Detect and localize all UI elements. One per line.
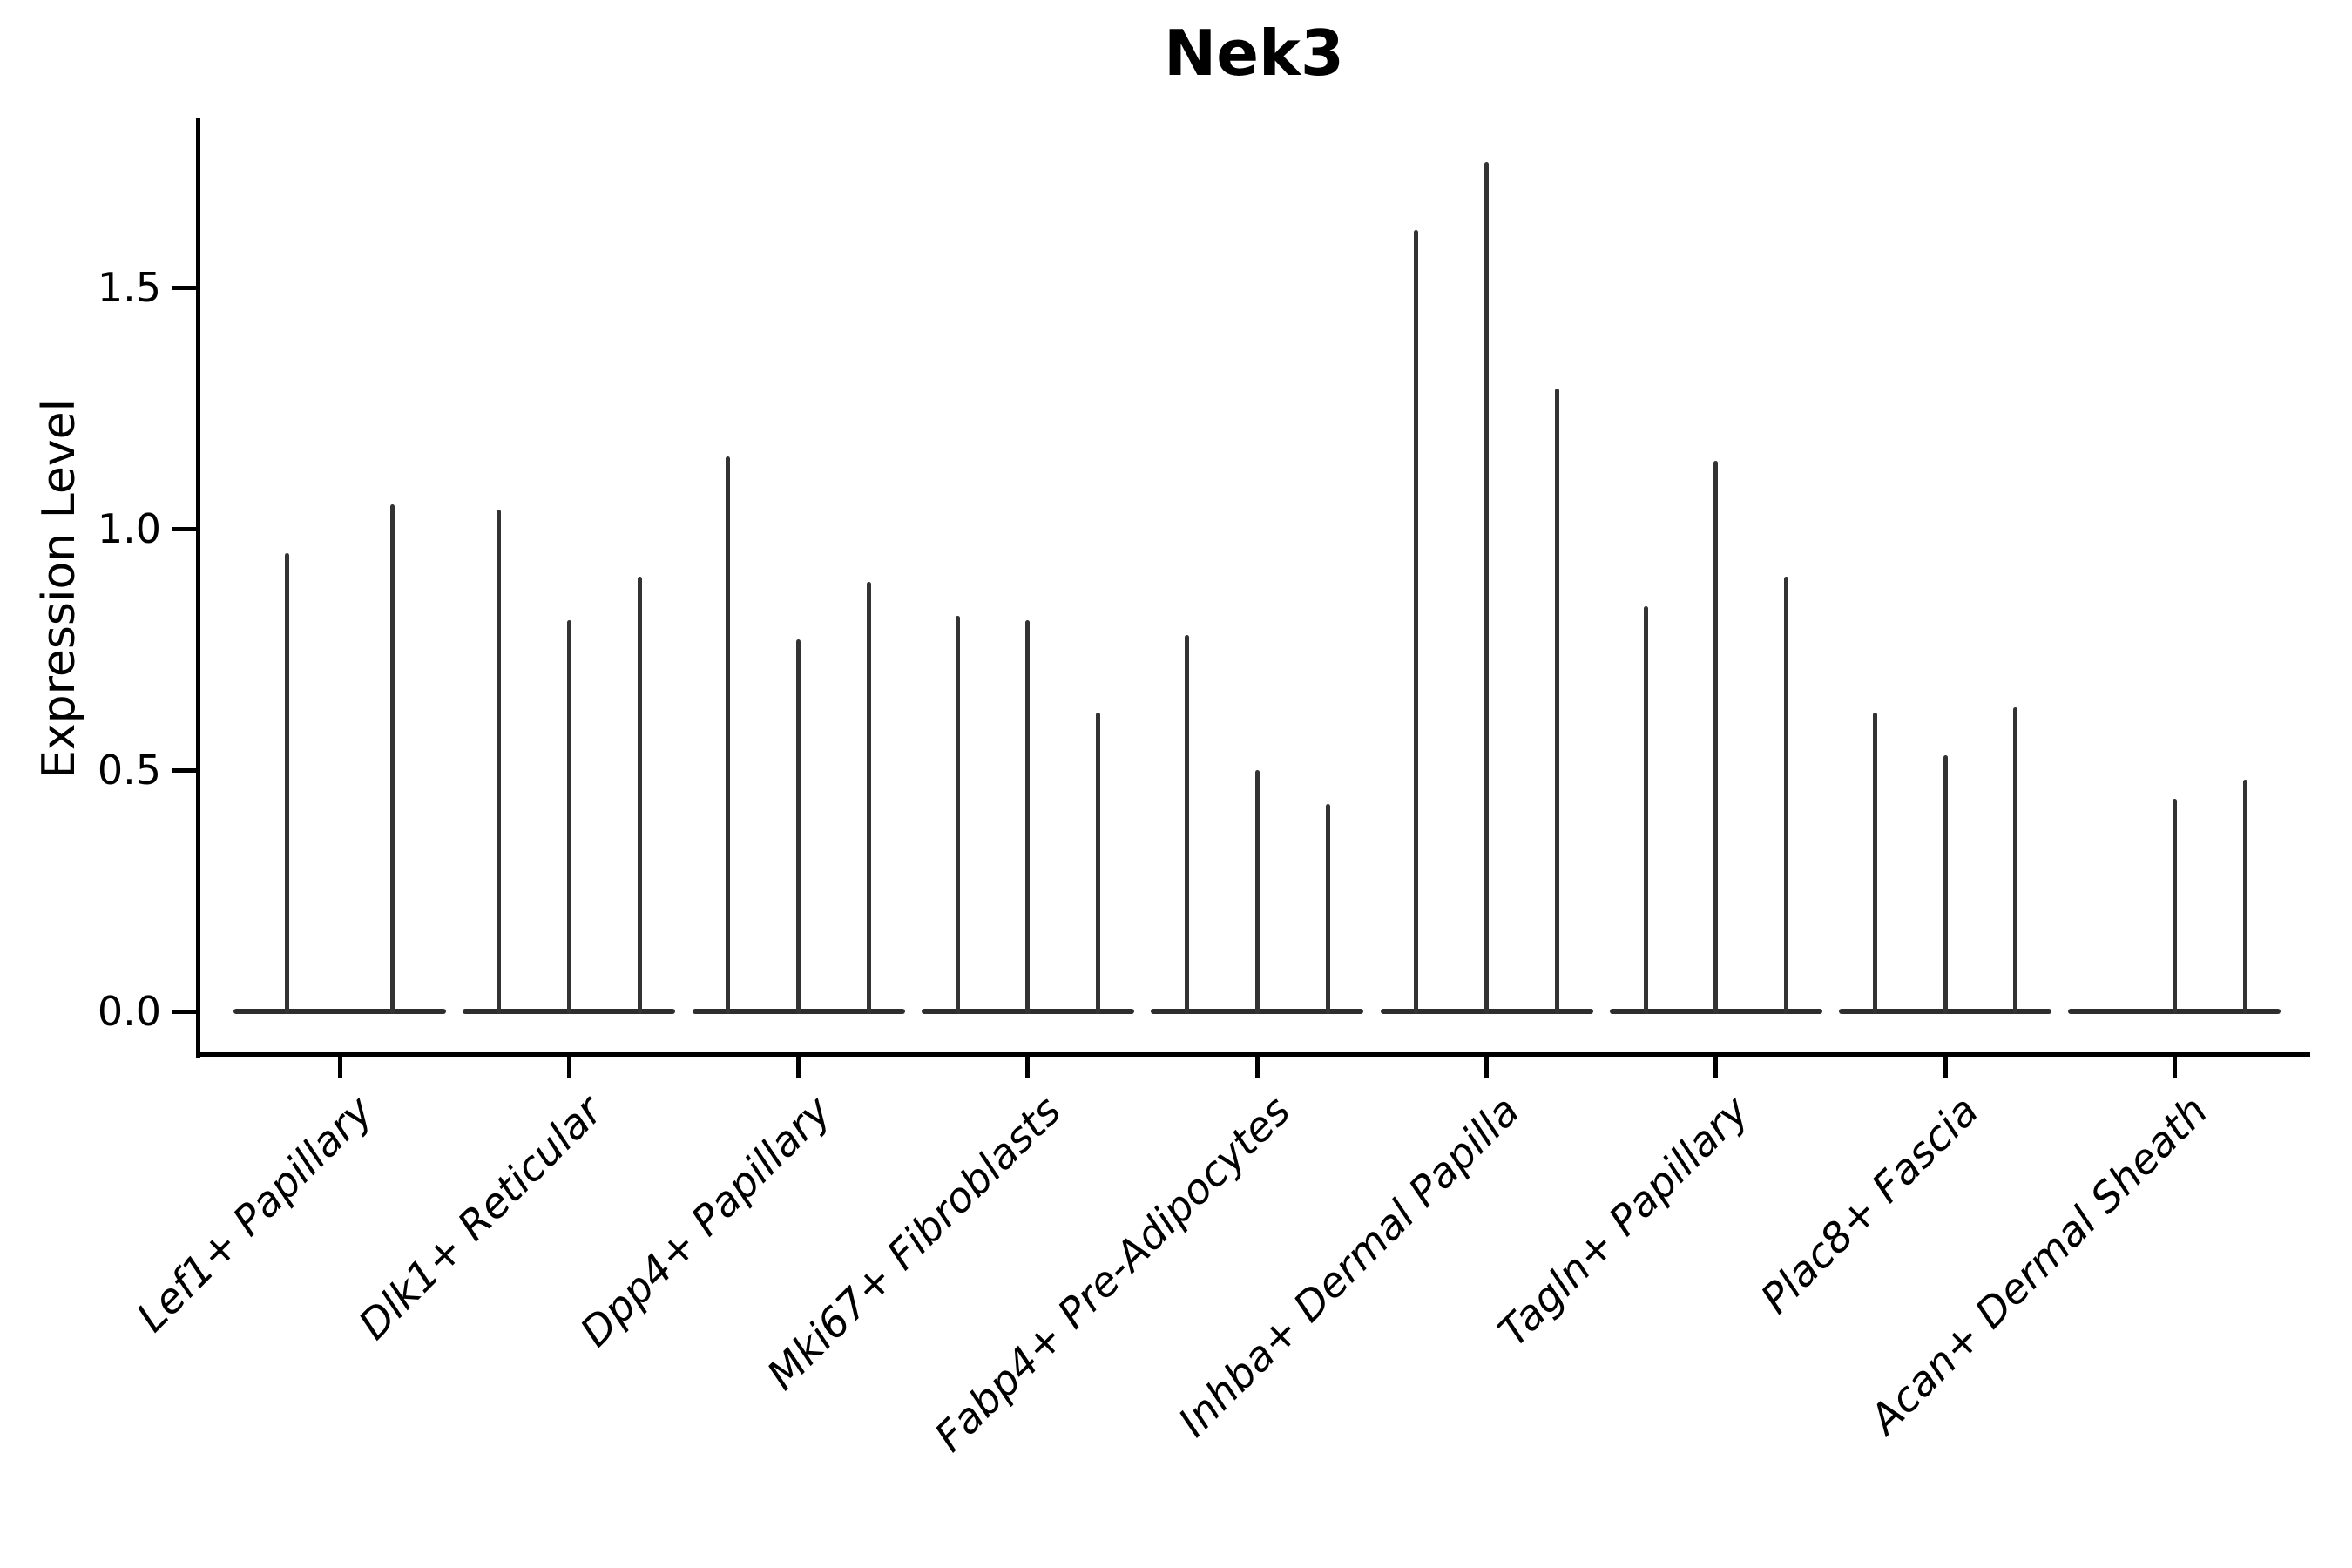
- violin-spike: [1325, 803, 1330, 1014]
- x-tick-mark: [2172, 1056, 2177, 1078]
- y-tick-mark: [172, 1009, 198, 1014]
- x-tick-label: Dlk1+ Reticular: [349, 1086, 612, 1349]
- violin-spike: [2013, 706, 2018, 1014]
- violin-spike: [1025, 620, 1031, 1014]
- y-tick-label: 0.0: [97, 988, 161, 1035]
- violin-spike: [866, 581, 871, 1014]
- x-tick-label: Tagln+ Papillary: [1489, 1086, 1759, 1356]
- x-tick-mark: [566, 1056, 571, 1078]
- violin-spike: [796, 639, 801, 1014]
- violin-spike: [497, 509, 501, 1014]
- x-tick-mark: [1025, 1056, 1031, 1078]
- x-tick-mark: [796, 1056, 801, 1078]
- x-tick-label: Lef1+ Papillary: [127, 1086, 382, 1342]
- violin-spike: [637, 577, 642, 1014]
- x-tick-mark: [337, 1056, 342, 1078]
- violin-spike: [1713, 461, 1719, 1014]
- violin-spike: [1254, 770, 1260, 1014]
- violin-spike: [2172, 799, 2177, 1014]
- violin-spike: [1096, 712, 1101, 1014]
- y-axis-spine: [196, 118, 200, 1058]
- violin-spike: [1943, 755, 1948, 1014]
- violin-spike: [1643, 605, 1648, 1014]
- violin-spike: [1414, 229, 1419, 1014]
- y-tick-label: 1.0: [97, 505, 161, 552]
- violin-spike: [2242, 780, 2247, 1014]
- violin-spike: [726, 456, 731, 1014]
- violin-spike: [389, 504, 395, 1014]
- violin-spike: [955, 615, 960, 1014]
- violin-spike: [285, 552, 290, 1014]
- violin-spike: [1484, 161, 1489, 1014]
- y-tick-label: 1.5: [97, 264, 161, 311]
- violin-spike: [1554, 389, 1559, 1014]
- x-axis-spine: [196, 1052, 2310, 1057]
- y-tick-mark: [172, 767, 198, 773]
- y-tick-label: 0.5: [97, 747, 161, 794]
- y-tick-mark: [172, 285, 198, 290]
- violin-spike: [566, 620, 571, 1014]
- violin-spike: [1184, 634, 1189, 1014]
- violin-spike: [1872, 712, 1877, 1014]
- x-tick-label: Plac8+ Fascia: [1751, 1086, 1988, 1323]
- violin-spike: [1784, 577, 1789, 1014]
- x-tick-mark: [1713, 1056, 1719, 1078]
- x-tick-label: Dpp4+ Papillary: [571, 1086, 841, 1357]
- y-tick-mark: [172, 526, 198, 531]
- chart-title: Nek3: [1163, 17, 1345, 90]
- x-tick-mark: [1484, 1056, 1489, 1078]
- x-tick-mark: [1254, 1056, 1260, 1078]
- violin-base: [233, 1009, 446, 1014]
- x-tick-mark: [1943, 1056, 1948, 1078]
